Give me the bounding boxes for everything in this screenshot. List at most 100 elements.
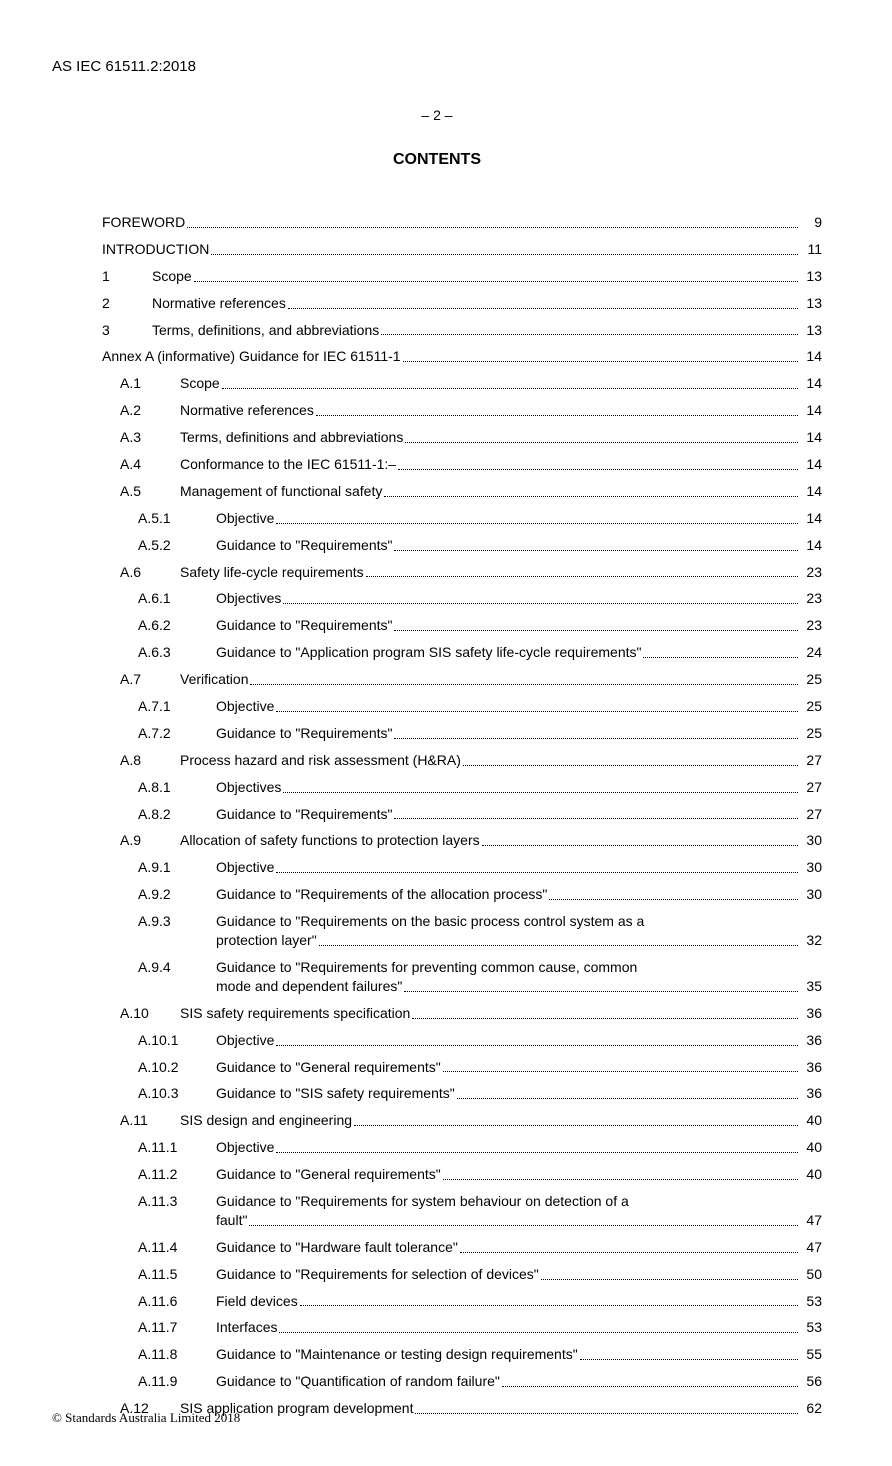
toc-entry-label: Verification [180,670,248,689]
toc-entry-label: Guidance to "General requirements" [216,1058,441,1077]
toc-entry-label: Objectives [216,589,281,608]
toc-leader-dots [354,1125,798,1126]
toc-leader-dots [460,1252,798,1253]
toc-entry-label: INTRODUCTION [102,240,209,259]
toc-entry-number: A.9 [120,831,180,850]
toc-entry-label: Allocation of safety functions to protec… [180,831,480,850]
toc-entry-label: Conformance to the IEC 61511-1:– [180,455,396,474]
toc-entry-number: A.7.2 [138,724,216,743]
toc-entry: 1Scope13 [102,267,822,286]
toc-entry-label: Normative references [180,401,314,420]
toc-entry-label: Guidance to "Requirements" [216,805,392,824]
toc-leader-dots [394,818,798,819]
toc-leader-dots [366,576,798,577]
toc-entry-page: 30 [800,858,822,877]
toc-leader-dots [405,442,798,443]
toc-entry-page: 14 [800,374,822,393]
toc-entry-page: 9 [800,213,822,232]
toc-entry-page: 36 [800,1031,822,1050]
toc-leader-dots [457,1098,798,1099]
toc-entry-number: A.8.2 [138,805,216,824]
toc-entry-label: SIS safety requirements specification [180,1004,410,1023]
toc-entry-number: A.6.1 [138,589,216,608]
toc-entry: A.8.1Objectives27 [102,778,822,797]
toc-entry-number: A.6 [120,563,180,582]
table-of-contents: FOREWORD9INTRODUCTION111Scope132Normativ… [102,213,822,1418]
toc-leader-dots [463,765,798,766]
toc-leader-dots [381,334,798,335]
toc-leader-dots [316,415,798,416]
toc-entry-label: Scope [180,374,220,393]
toc-entry: A.11.1Objective 40 [102,1138,822,1157]
toc-entry-label: FOREWORD [102,213,185,232]
toc-entry-label: Management of functional safety [180,482,382,501]
toc-entry-page: 56 [800,1372,822,1391]
toc-entry-number: A.11 [120,1111,180,1130]
toc-entry-number: A.4 [120,455,180,474]
toc-entry-page: 47 [800,1238,822,1257]
toc-entry-label: Scope [152,267,192,286]
toc-entry-label: Guidance to "Maintenance or testing desi… [216,1345,578,1364]
toc-entry-number: A.5 [120,482,180,501]
toc-entry-number: A.11.2 [138,1165,216,1184]
toc-entry-page: 14 [800,482,822,501]
toc-entry: A.1Scope 14 [102,374,822,393]
toc-entry-page: 27 [800,751,822,770]
toc-entry-number: A.11.5 [138,1265,216,1284]
toc-entry-label: Guidance to "Hardware fault tolerance" [216,1238,458,1257]
toc-leader-dots [187,227,798,228]
toc-entry: A.11.8Guidance to "Maintenance or testin… [102,1345,822,1364]
toc-entry-label: SIS design and engineering [180,1111,352,1130]
toc-entry-label: Interfaces [216,1318,277,1337]
toc-leader-dots [276,1045,798,1046]
toc-entry-number: A.11.8 [138,1345,216,1364]
toc-entry-label: Field devices [216,1292,298,1311]
toc-entry-label: Guidance to "Requirements" [216,724,392,743]
toc-leader-dots [211,254,798,255]
toc-entry-number: A.11.3 [138,1192,216,1211]
toc-entry: A.11.3Guidance to "Requirements for syst… [102,1192,822,1230]
toc-entry-label: Guidance to "Requirements for system beh… [216,1192,629,1211]
toc-entry: A.11.2Guidance to "General requirements"… [102,1165,822,1184]
toc-entry-number: A.8.1 [138,778,216,797]
toc-entry-page: 25 [800,670,822,689]
toc-entry: A.6.2Guidance to "Requirements"23 [102,616,822,635]
toc-leader-dots [276,523,798,524]
toc-entry: A.5Management of functional safety 14 [102,482,822,501]
toc-entry: FOREWORD 9 [102,213,822,232]
toc-leader-dots [319,945,798,946]
toc-entry: A.6Safety life-cycle requirements23 [102,563,822,582]
toc-entry-page: 23 [800,589,822,608]
toc-entry-label: Terms, definitions and abbreviations [180,428,403,447]
toc-entry-number: A.7 [120,670,180,689]
toc-entry-number: A.8 [120,751,180,770]
toc-entry-label: Objective [216,509,274,528]
toc-leader-dots [276,1152,798,1153]
toc-entry-number: A.11.1 [138,1138,216,1157]
toc-leader-dots [415,1413,798,1414]
toc-leader-dots [482,845,798,846]
toc-entry-label: Objective [216,858,274,877]
toc-entry-number: A.7.1 [138,697,216,716]
toc-entry-page: 14 [800,428,822,447]
toc-entry-label-cont: fault" [216,1211,247,1230]
toc-entry-label: Guidance to "Requirements for selection … [216,1265,539,1284]
toc-leader-dots [222,388,798,389]
toc-entry-page: 62 [800,1399,822,1418]
toc-leader-dots [384,496,798,497]
toc-entry: 3Terms, definitions, and abbreviations 1… [102,321,822,340]
page-number: – 2 – [52,107,822,123]
toc-entry-page: 11 [800,240,822,259]
toc-entry-page: 14 [800,455,822,474]
toc-leader-dots [279,1332,798,1333]
toc-entry-page: 47 [800,1211,822,1230]
toc-entry-page: 30 [800,831,822,850]
toc-entry-page: 36 [800,1084,822,1103]
contents-heading: CONTENTS [52,151,822,169]
toc-leader-dots [250,684,798,685]
footer-copyright: © Standards Australia Limited 2018 [52,1410,240,1426]
toc-entry-page: 23 [800,616,822,635]
toc-entry: A.9.4Guidance to "Requirements for preve… [102,958,822,996]
toc-entry-page: 32 [800,931,822,950]
toc-entry-page: 36 [800,1004,822,1023]
